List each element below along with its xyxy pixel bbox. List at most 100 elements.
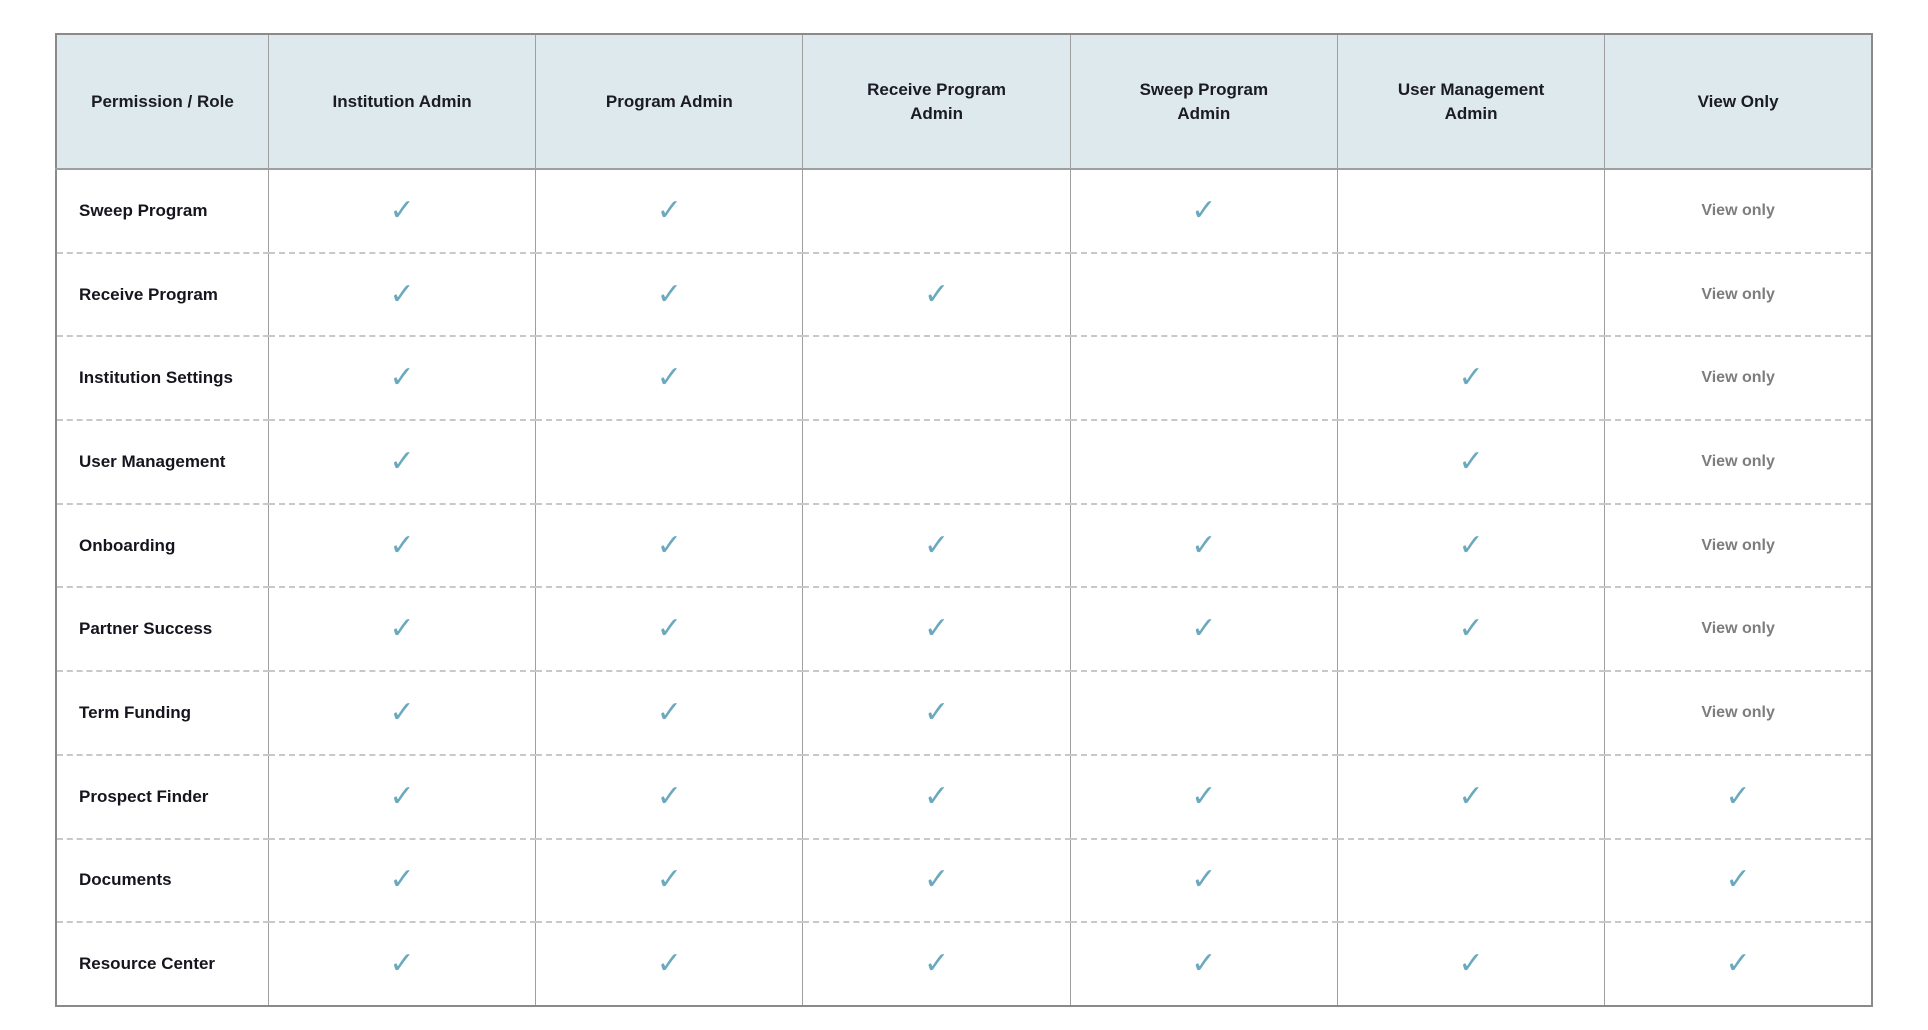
view-only-label: View only: [1701, 703, 1775, 721]
column-header-user-management-admin: User Management Admin: [1336, 33, 1606, 170]
permission-cell: ✓: [535, 335, 803, 421]
permission-cell: ✓: [802, 586, 1071, 672]
table-row-partner-success: Partner Success ✓ ✓ ✓ ✓ ✓ View only: [56, 586, 1872, 672]
permission-label: Institution Settings: [56, 335, 269, 421]
table-row-resource-center: Resource Center ✓ ✓ ✓ ✓ ✓ ✓: [56, 921, 1872, 1006]
column-header-permission-role: Permission / Role: [55, 33, 269, 170]
table-row-sweep-program: Sweep Program ✓ ✓ ✓ View only: [56, 168, 1872, 253]
check-icon: ✓: [656, 946, 682, 982]
check-icon: ✓: [656, 192, 682, 228]
check-icon: ✓: [389, 778, 415, 814]
check-icon: ✓: [924, 611, 950, 647]
permission-cell: ✓: [1069, 921, 1338, 1006]
permission-label: Sweep Program: [56, 168, 269, 253]
permission-cell: ✓: [535, 753, 803, 839]
permission-cell: ✓: [267, 753, 536, 839]
check-icon: ✓: [656, 778, 682, 814]
permission-cell: ✓: [267, 502, 536, 588]
check-icon: ✓: [389, 527, 415, 563]
permission-cell: ✓: [1336, 586, 1605, 672]
check-icon: ✓: [1458, 360, 1484, 396]
permission-cell: View only: [1604, 502, 1872, 588]
permission-cell: ✓: [1069, 502, 1338, 588]
permission-label: User Management: [56, 419, 269, 504]
permission-cell: View only: [1604, 586, 1872, 672]
permission-cell: View only: [1604, 251, 1872, 337]
check-icon: ✓: [1458, 443, 1484, 479]
empty-cell: [1336, 168, 1605, 253]
permission-cell: View only: [1604, 335, 1872, 421]
permission-cell: View only: [1604, 419, 1872, 504]
permission-cell: ✓: [802, 837, 1071, 923]
permission-label: Documents: [56, 837, 269, 923]
permission-cell: ✓: [535, 168, 803, 253]
check-icon: ✓: [924, 946, 950, 982]
empty-cell: [1069, 419, 1338, 504]
permission-cell: ✓: [802, 251, 1071, 337]
permissions-matrix: Permission / Role Institution Admin Progra…: [55, 33, 1873, 1007]
check-icon: ✓: [1191, 611, 1217, 647]
permission-cell: ✓: [267, 419, 536, 504]
permission-cell: ✓: [535, 502, 803, 588]
check-icon: ✓: [389, 443, 415, 479]
header-row: Permission / Role Institution Admin Progra…: [55, 33, 1873, 170]
column-header-view-only: View Only: [1604, 33, 1873, 170]
check-icon: ✓: [1191, 862, 1217, 898]
table-row-onboarding: Onboarding ✓ ✓ ✓ ✓ ✓ View only: [56, 502, 1872, 588]
permission-cell: View only: [1604, 168, 1872, 253]
permission-cell: ✓: [802, 670, 1071, 755]
table-row-user-management: User Management ✓ ✓ View only: [56, 419, 1872, 504]
permission-cell: ✓: [267, 837, 536, 923]
permission-label: Term Funding: [56, 670, 269, 755]
permission-cell: ✓: [267, 670, 536, 755]
check-icon: ✓: [924, 276, 950, 312]
permission-cell: ✓: [1336, 921, 1605, 1006]
empty-cell: [535, 419, 803, 504]
check-icon: ✓: [1191, 778, 1217, 814]
check-icon: ✓: [1191, 527, 1217, 563]
empty-cell: [1336, 837, 1605, 923]
permission-cell: ✓: [267, 335, 536, 421]
view-only-label: View only: [1701, 369, 1775, 387]
permission-label: Resource Center: [56, 921, 269, 1006]
view-only-label: View only: [1701, 536, 1775, 554]
permission-cell: ✓: [1336, 502, 1605, 588]
view-only-label: View only: [1701, 201, 1775, 219]
check-icon: ✓: [1725, 946, 1751, 982]
check-icon: ✓: [1458, 778, 1484, 814]
column-header-program-admin: Program Admin: [535, 33, 804, 170]
permission-cell: ✓: [1069, 837, 1338, 923]
empty-cell: [1069, 335, 1338, 421]
check-icon: ✓: [656, 276, 682, 312]
check-icon: ✓: [1458, 527, 1484, 563]
check-icon: ✓: [1725, 778, 1751, 814]
check-icon: ✓: [656, 862, 682, 898]
permission-cell: ✓: [802, 921, 1071, 1006]
empty-cell: [1069, 251, 1338, 337]
check-icon: ✓: [389, 862, 415, 898]
table-row-receive-program: Receive Program ✓ ✓ ✓ View only: [56, 251, 1872, 337]
permission-cell: ✓: [535, 586, 803, 672]
check-icon: ✓: [924, 694, 950, 730]
empty-cell: [802, 419, 1071, 504]
permission-cell: ✓: [267, 168, 536, 253]
check-icon: ✓: [656, 360, 682, 396]
check-icon: ✓: [389, 360, 415, 396]
permission-cell: ✓: [535, 921, 803, 1006]
table-row-documents: Documents ✓ ✓ ✓ ✓ ✓: [56, 837, 1872, 923]
permission-cell: ✓: [1069, 168, 1338, 253]
permission-cell: ✓: [1069, 586, 1338, 672]
permission-cell: View only: [1604, 670, 1872, 755]
check-icon: ✓: [389, 694, 415, 730]
permission-cell: ✓: [1604, 753, 1872, 839]
permission-label: Onboarding: [56, 502, 269, 588]
permission-cell: ✓: [535, 837, 803, 923]
check-icon: ✓: [389, 192, 415, 228]
view-only-label: View only: [1701, 285, 1775, 303]
permission-cell: ✓: [1336, 419, 1605, 504]
permission-cell: ✓: [267, 251, 536, 337]
column-header-receive-program-admin: Receive Program Admin: [802, 33, 1071, 170]
check-icon: ✓: [389, 276, 415, 312]
view-only-label: View only: [1701, 620, 1775, 638]
check-icon: ✓: [1191, 946, 1217, 982]
